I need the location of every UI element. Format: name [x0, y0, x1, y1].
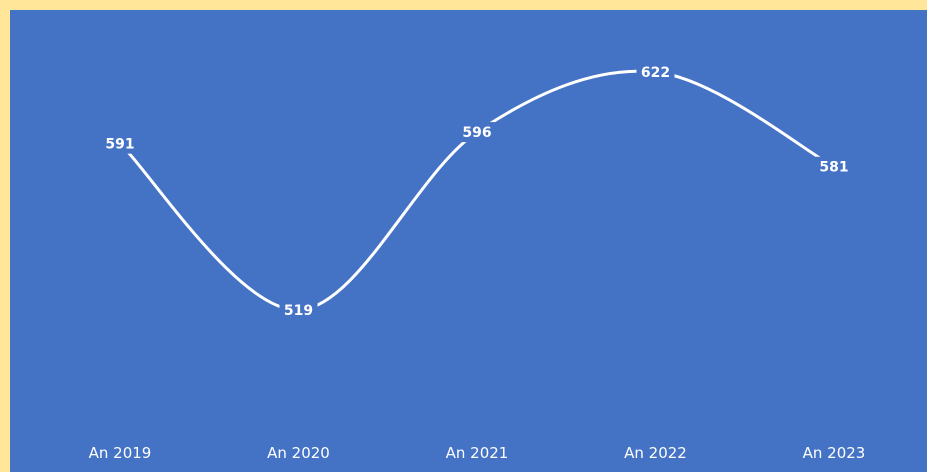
x-tick-label-an-2023: An 2023 — [803, 444, 866, 462]
data-label-an-2023: 581 — [819, 160, 848, 176]
data-label-background — [636, 62, 675, 82]
chart-area: 591 519 596 622 581 An 2019 An 2020 An 2021 An … — [10, 10, 927, 472]
data-label-background — [101, 133, 139, 154]
data-label-background — [279, 300, 318, 320]
data-label-an-2022: 622 — [641, 65, 670, 81]
data-label-an-2021: 596 — [462, 125, 491, 141]
data-label-an-2020: 519 — [284, 303, 313, 319]
drop-lines — [119, 84, 835, 430]
data-label-background — [458, 122, 496, 143]
data-label-background — [815, 156, 853, 177]
x-tick-label-an-2020: An 2020 — [267, 444, 330, 462]
x-tick-label-an-2022: An 2022 — [624, 444, 687, 462]
x-tick-label-an-2019: An 2019 — [89, 444, 152, 462]
x-tick-label-an-2021: An 2021 — [446, 444, 509, 462]
data-labels: 591 519 596 622 581 — [101, 62, 853, 320]
x-axis-labels: An 2019 An 2020 An 2021 An 2022 An 2023 — [89, 444, 866, 462]
data-label-an-2019: 591 — [105, 137, 134, 153]
